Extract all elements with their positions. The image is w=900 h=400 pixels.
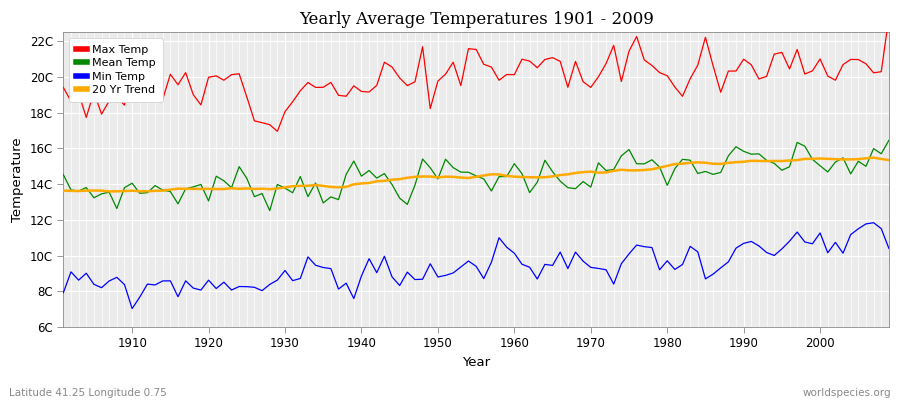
Line: 20 Yr Trend: 20 Yr Trend bbox=[63, 158, 889, 192]
Text: Latitude 41.25 Longitude 0.75: Latitude 41.25 Longitude 0.75 bbox=[9, 388, 166, 398]
Text: worldspecies.org: worldspecies.org bbox=[803, 388, 891, 398]
20 Yr Trend bbox=[104, 189, 114, 194]
20 Yr Trend bbox=[608, 168, 619, 173]
Line: Min Temp: Min Temp bbox=[63, 223, 889, 309]
20 Yr Trend bbox=[127, 188, 138, 193]
Min Temp bbox=[127, 306, 138, 311]
Max Temp bbox=[608, 43, 619, 48]
Max Temp bbox=[119, 103, 130, 108]
Max Temp bbox=[272, 129, 283, 134]
20 Yr Trend bbox=[884, 158, 895, 162]
Mean Temp bbox=[295, 174, 306, 179]
20 Yr Trend bbox=[508, 174, 519, 179]
Max Temp bbox=[508, 72, 519, 77]
Title: Yearly Average Temperatures 1901 - 2009: Yearly Average Temperatures 1901 - 2009 bbox=[299, 11, 653, 28]
Max Temp bbox=[884, 15, 895, 20]
Min Temp bbox=[517, 262, 527, 267]
Mean Temp bbox=[884, 138, 895, 143]
Mean Temp bbox=[119, 185, 130, 190]
Max Temp bbox=[295, 88, 306, 93]
20 Yr Trend bbox=[868, 155, 879, 160]
Min Temp bbox=[868, 220, 879, 225]
Mean Temp bbox=[508, 161, 519, 166]
Line: Mean Temp: Mean Temp bbox=[63, 140, 889, 211]
Min Temp bbox=[58, 290, 68, 295]
Max Temp bbox=[58, 85, 68, 90]
20 Yr Trend bbox=[295, 184, 306, 188]
Mean Temp bbox=[265, 208, 275, 213]
Mean Temp bbox=[608, 167, 619, 172]
20 Yr Trend bbox=[517, 175, 527, 180]
Min Temp bbox=[119, 282, 130, 287]
Line: Max Temp: Max Temp bbox=[63, 17, 889, 131]
Min Temp bbox=[295, 276, 306, 281]
Legend: Max Temp, Mean Temp, Min Temp, 20 Yr Trend: Max Temp, Mean Temp, Min Temp, 20 Yr Tre… bbox=[69, 38, 163, 102]
Min Temp bbox=[508, 251, 519, 256]
Mean Temp bbox=[341, 172, 352, 177]
Min Temp bbox=[608, 282, 619, 286]
Mean Temp bbox=[517, 171, 527, 176]
Y-axis label: Temperature: Temperature bbox=[11, 137, 24, 222]
Min Temp bbox=[884, 246, 895, 251]
Max Temp bbox=[341, 94, 352, 99]
X-axis label: Year: Year bbox=[462, 356, 490, 369]
Mean Temp bbox=[58, 172, 68, 177]
Min Temp bbox=[341, 281, 352, 286]
Max Temp bbox=[517, 57, 527, 62]
20 Yr Trend bbox=[341, 184, 352, 189]
20 Yr Trend bbox=[58, 188, 68, 193]
